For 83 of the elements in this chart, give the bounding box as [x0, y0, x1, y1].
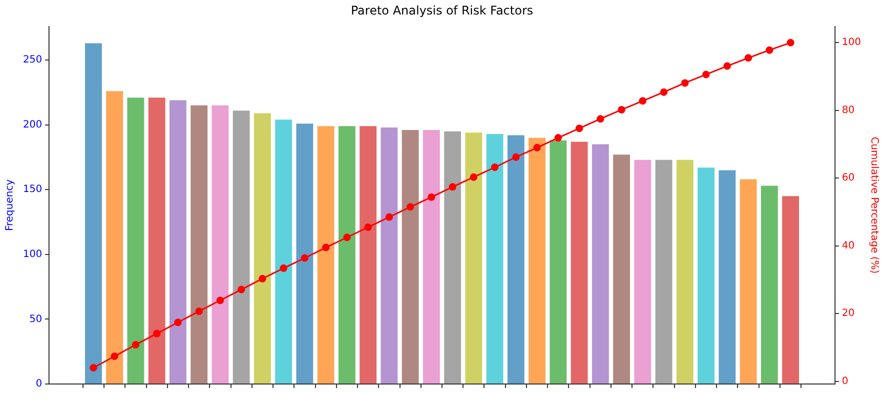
point: [195, 307, 203, 315]
y2-tick-label: 20: [842, 308, 855, 320]
point: [216, 296, 224, 304]
bar: [338, 126, 356, 384]
bar: [760, 186, 778, 384]
bar: [655, 160, 672, 384]
bar: [275, 120, 292, 384]
bar: [507, 135, 524, 384]
bar: [402, 130, 419, 384]
point: [533, 144, 541, 152]
point: [300, 254, 308, 262]
y-tick-label: 200: [22, 119, 42, 130]
bar: [212, 105, 229, 384]
y2-tick-label: 40: [842, 240, 855, 252]
bar: [296, 124, 314, 384]
bar: [190, 105, 208, 384]
bar: [422, 130, 440, 384]
y-tick-label: 0: [36, 378, 42, 390]
bar: [740, 179, 757, 384]
point: [428, 193, 436, 201]
point: [258, 274, 266, 282]
point: [153, 330, 161, 338]
bar: [444, 131, 462, 384]
bar: [169, 100, 186, 384]
point: [132, 340, 140, 348]
y2-tick-label: 80: [842, 104, 855, 116]
point: [491, 164, 499, 172]
bar: [782, 196, 799, 384]
bar: [592, 144, 609, 384]
bar: [148, 98, 166, 384]
bar: [486, 134, 504, 384]
bar: [570, 142, 588, 384]
point: [766, 46, 774, 54]
bar: [380, 127, 398, 384]
point: [364, 223, 372, 231]
point: [110, 352, 118, 360]
y-axis-title: Frequency: [4, 179, 16, 232]
y2-tick-label: 100: [842, 37, 862, 48]
point: [322, 244, 330, 252]
point: [280, 264, 288, 272]
point: [385, 213, 393, 221]
bar: [360, 126, 377, 384]
point: [512, 153, 520, 161]
point: [596, 115, 604, 123]
bar: [85, 43, 102, 384]
bar: [676, 160, 694, 384]
point: [470, 173, 478, 181]
bar: [528, 138, 546, 384]
y-tick-label: 100: [22, 249, 42, 260]
point: [786, 38, 794, 46]
bar: [465, 132, 482, 384]
y-tick-label: 50: [29, 314, 42, 325]
bar: [232, 110, 250, 384]
bar: [698, 168, 715, 384]
bar: [718, 170, 736, 384]
bar: [106, 91, 124, 384]
bar: [550, 140, 567, 384]
point: [660, 88, 668, 96]
y2-axis-title: Cumulative Percentage (%): [868, 136, 880, 274]
bar: [317, 126, 334, 384]
bar: [613, 154, 630, 384]
point: [723, 62, 731, 70]
y-tick-label: 250: [22, 54, 42, 66]
bar: [127, 98, 144, 384]
point: [576, 124, 584, 132]
point: [343, 234, 351, 242]
point: [448, 183, 456, 191]
bar: [254, 113, 271, 384]
point: [554, 134, 562, 142]
point: [638, 97, 646, 105]
point: [744, 54, 752, 62]
point: [406, 203, 414, 211]
chart-title: Pareto Analysis of Risk Factors: [350, 3, 534, 18]
y-tick-label: 150: [22, 184, 42, 196]
point: [618, 106, 626, 114]
y2-tick-label: 0: [842, 376, 848, 387]
point: [90, 364, 98, 372]
point: [238, 286, 246, 294]
point: [174, 318, 182, 326]
y2-tick-label: 60: [842, 172, 855, 184]
bar: [634, 160, 652, 384]
point: [702, 70, 710, 78]
point: [681, 79, 689, 87]
